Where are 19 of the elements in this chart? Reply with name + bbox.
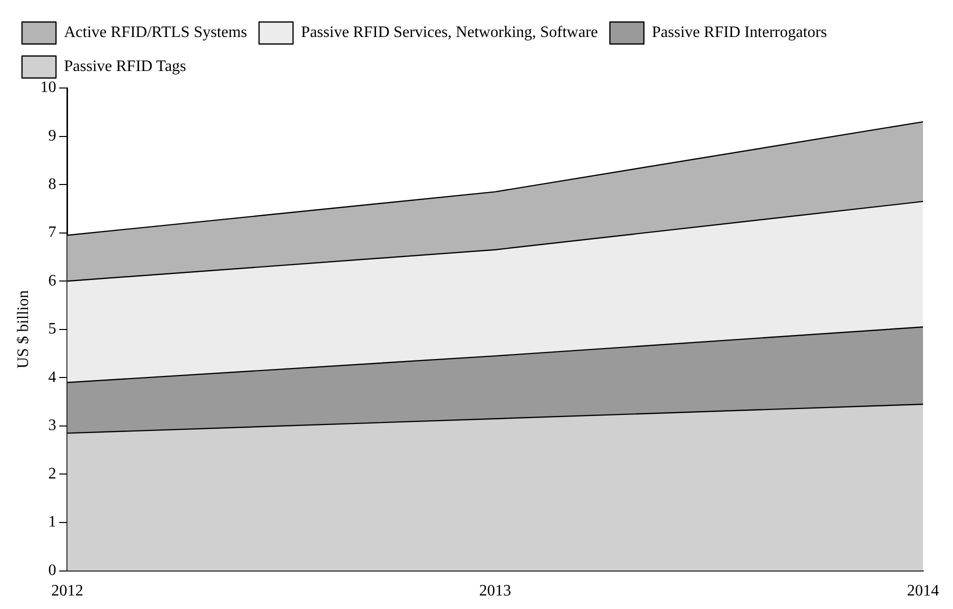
y-tick-label: 4 [48, 368, 56, 386]
y-tick-label: 8 [48, 176, 56, 193]
y-tick-label: 9 [48, 127, 56, 144]
legend-label: Passive RFID Tags [64, 58, 186, 76]
y-tick-label: 3 [48, 417, 56, 434]
y-tick-label: 2 [48, 465, 56, 482]
x-tick-label: 2014 [907, 582, 939, 600]
legend-label: Passive RFID Interrogators [652, 24, 827, 42]
y-axis-title: US $ billion [14, 290, 32, 369]
legend-label: Active RFID/RTLS Systems [64, 24, 248, 42]
x-tick-label: 2013 [479, 582, 512, 600]
y-tick-label: 1 [48, 514, 56, 531]
y-tick-label: 0 [48, 562, 56, 580]
y-tick-label: 5 [48, 320, 56, 338]
y-tick-label: 10 [40, 79, 56, 96]
legend-label: Passive RFID Services, Networking, Software [301, 24, 598, 42]
y-tick-label: 6 [48, 272, 56, 290]
y-tick-label: 7 [48, 224, 56, 242]
x-tick-label: 2012 [51, 582, 84, 600]
